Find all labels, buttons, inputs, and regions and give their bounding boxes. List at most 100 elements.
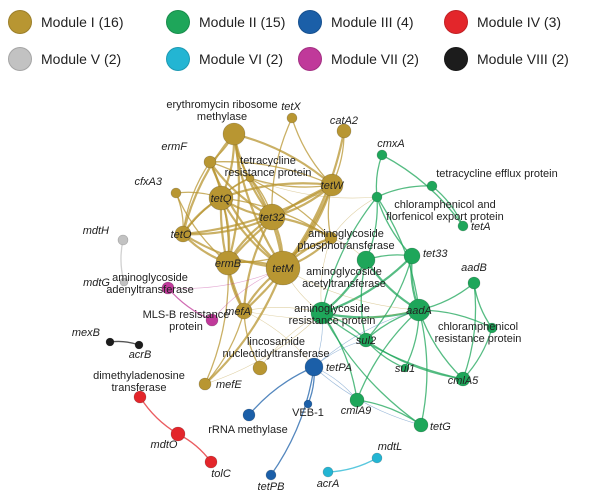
node-label-arp: aminoglycoside resistance protein	[289, 303, 376, 327]
node-aadA[interactable]	[407, 298, 431, 322]
node-label-tet33: tet33	[423, 248, 448, 260]
legend-label: Module III (4)	[331, 14, 414, 30]
node-tetQ[interactable]	[208, 185, 234, 211]
edge-catA2-tetM	[282, 130, 346, 269]
legend-swatch	[444, 10, 468, 34]
node-label-lnt: lincosamide nucleotidyltransferase	[222, 336, 329, 360]
node-label-tetQ: tetQ	[211, 193, 232, 205]
node-tetO[interactable]	[174, 225, 192, 243]
node-tep[interactable]	[426, 180, 438, 192]
node-label-cmlA5: cmlA5	[448, 375, 479, 387]
node-ermB[interactable]	[215, 250, 241, 276]
node-label-tep: tetracycline efflux protein	[436, 168, 557, 180]
node-label-sul1: sul1	[395, 363, 415, 375]
node-aadB[interactable]	[467, 276, 481, 290]
node-label-mdtG: mdtG	[83, 277, 110, 289]
legend-swatch	[166, 47, 190, 71]
node-sul2[interactable]	[358, 332, 374, 348]
node-mdtH[interactable]	[117, 234, 129, 246]
edge-mdtL-acrA	[327, 457, 378, 473]
node-tetPA[interactable]	[304, 357, 324, 377]
edge-ery-tetO	[181, 133, 235, 235]
edge-cfe-arp	[321, 196, 378, 314]
node-label-aph: aminoglycoside phosphotransferase	[297, 228, 394, 252]
node-rrna[interactable]	[242, 408, 256, 422]
node-cmxA[interactable]	[376, 149, 388, 161]
node-tetX[interactable]	[286, 112, 298, 124]
legend-label: Module I (16)	[41, 14, 124, 30]
node-label-mdtL: mdtL	[378, 441, 402, 453]
node-mlsb[interactable]	[205, 313, 219, 327]
edge-mefE-arp	[204, 312, 323, 385]
legend-swatch	[298, 10, 322, 34]
node-cfe[interactable]	[371, 191, 383, 203]
node-cmlA5[interactable]	[455, 371, 471, 387]
legend-item-3: Module III (4)	[298, 10, 413, 34]
node-label-veb1: VEB-1	[292, 407, 324, 419]
node-tetW[interactable]	[320, 173, 344, 197]
legend-item-7: Module VII (2)	[298, 47, 419, 71]
node-tolC[interactable]	[204, 455, 218, 469]
legend-swatch	[8, 47, 32, 71]
labels-layer: erythromycin ribosome methylase tetX catA2 e…	[72, 99, 558, 493]
node-trp[interactable]	[245, 173, 255, 183]
node-label-cfxA3: cfxA3	[134, 176, 162, 188]
node-label-aadB: aadB	[461, 262, 487, 274]
legend-item-1: Module I (16)	[8, 10, 123, 34]
node-label-trp: tetracycline resistance protein	[225, 155, 312, 179]
node-label-tetPA: tetPA	[326, 362, 352, 374]
legend-item-4: Module IV (3)	[444, 10, 561, 34]
node-lnt[interactable]	[252, 360, 268, 376]
node-label-tetM: tetM	[272, 263, 294, 275]
edge-sul2-cmlA5	[365, 339, 464, 380]
node-catA2[interactable]	[336, 123, 352, 139]
legend-swatch	[166, 10, 190, 34]
node-label-crp: chloramphenicol resistance protein	[435, 321, 522, 345]
edge-tet33-arp	[321, 255, 413, 315]
node-ery[interactable]	[222, 122, 246, 146]
node-tetA[interactable]	[457, 220, 469, 232]
node-dmt[interactable]	[133, 390, 147, 404]
node-tet32[interactable]	[258, 203, 286, 231]
node-label-sul2: sul2	[356, 335, 376, 347]
edge-ermF-tetW	[209, 161, 333, 186]
node-tetM[interactable]	[265, 250, 301, 286]
node-cmlA9[interactable]	[349, 392, 365, 408]
node-tet33[interactable]	[403, 247, 421, 265]
node-aat[interactable]	[161, 281, 175, 295]
node-acrB[interactable]	[134, 340, 144, 350]
edge-mefA-aadA	[243, 309, 420, 320]
node-mefA[interactable]	[235, 302, 253, 320]
legend: Module I (16) Module II (15) Module III (4…	[0, 0, 611, 80]
node-mdtL[interactable]	[371, 452, 383, 464]
node-sul1[interactable]	[400, 363, 410, 373]
node-mexB[interactable]	[105, 337, 115, 347]
node-label-aadA: aadA	[406, 305, 432, 317]
node-cfxA3[interactable]	[170, 187, 182, 199]
edge-tet33-sul2	[365, 255, 413, 341]
node-mdtO[interactable]	[170, 426, 186, 442]
node-tetG[interactable]	[413, 417, 429, 433]
node-crp[interactable]	[486, 322, 498, 334]
node-arp[interactable]	[310, 301, 334, 325]
node-acrA[interactable]	[322, 466, 334, 478]
node-aph[interactable]	[324, 231, 338, 245]
node-mdtG[interactable]	[119, 277, 129, 287]
node-label-mefE: mefE	[216, 379, 242, 391]
edge-dmt-mdtO	[139, 396, 179, 435]
node-mefE[interactable]	[198, 377, 212, 391]
node-label-rrna: rRNA methylase	[208, 424, 287, 436]
node-ermF[interactable]	[203, 155, 217, 169]
legend-label: Module II (15)	[199, 14, 286, 30]
node-label-mlsb: MLS-B resistance protein	[143, 309, 230, 333]
nodes-layer	[105, 112, 498, 481]
node-label-acrB: acrB	[129, 349, 152, 361]
node-veb1[interactable]	[303, 399, 313, 409]
node-aac[interactable]	[356, 250, 376, 270]
edge-tep-cfe	[376, 185, 433, 198]
edge-cfe-aadA	[376, 196, 420, 311]
edge-tetPA-tetG	[313, 366, 422, 426]
node-tetPB[interactable]	[265, 469, 277, 481]
node-label-tetX: tetX	[281, 101, 301, 113]
legend-item-2: Module II (15)	[166, 10, 285, 34]
